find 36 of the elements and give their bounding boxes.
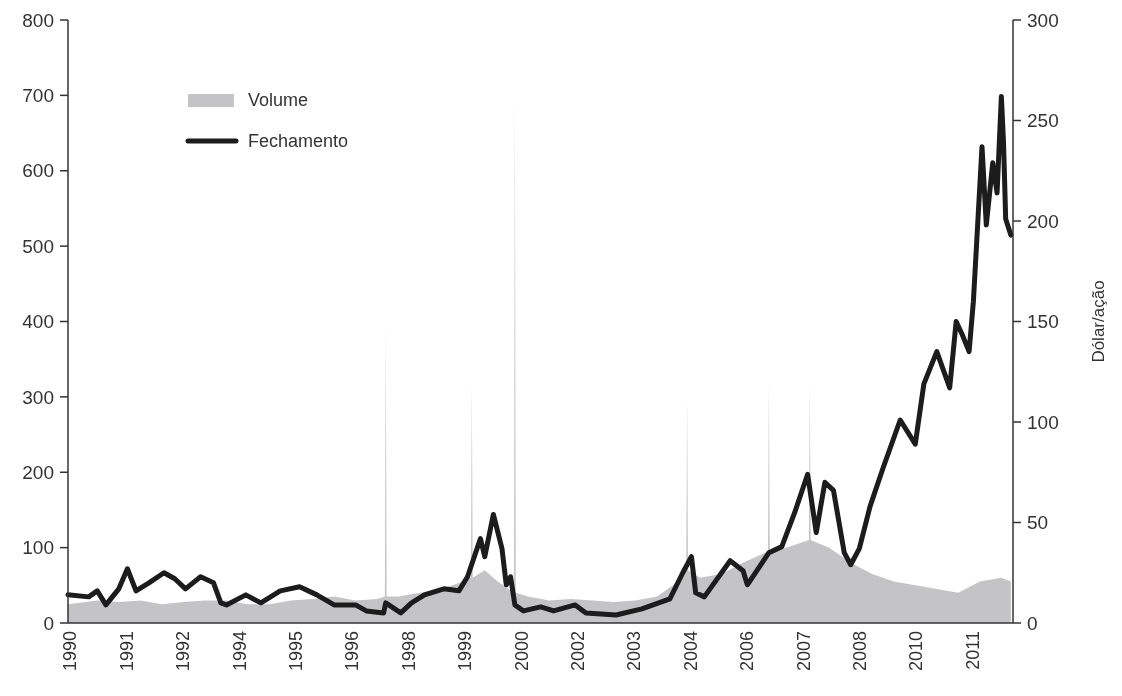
y-tick-label: 400 [22,311,54,333]
x-tick-label: 1992 [173,631,194,672]
x-tick-label: 2006 [737,631,758,672]
x-tick-label: 1999 [455,631,476,672]
x-tick-label: 1995 [286,631,307,672]
y-tick-label: 100 [22,537,54,559]
y-tick-label: 500 [22,235,54,257]
legend-label: Fechamento [248,131,349,152]
y-tick-label: 300 [22,386,54,408]
y2-tick-label: 200 [1027,210,1059,232]
x-tick-label: 2008 [850,631,871,672]
x-tick-label: 1996 [342,631,363,672]
x-tick-label: 1990 [60,631,81,672]
y2-tick-label: 150 [1027,311,1059,333]
x-tick-label: 1991 [116,631,137,672]
y2-tick-label: 0 [1027,612,1038,634]
y2-tick-label: 50 [1027,512,1049,534]
y2-tick-label: 100 [1027,411,1059,433]
legend-label: Volume [248,90,309,111]
x-tick-label: 2010 [906,631,927,672]
x-tick-label: 1998 [398,631,419,672]
x-tick-label: 2007 [793,631,814,672]
x-tick-label: 2002 [568,631,589,672]
y-tick-label: 200 [22,461,54,483]
x-tick-label: 2011 [962,631,983,670]
y-tick-label: 800 [22,9,54,31]
y-tick-label: 600 [22,160,54,182]
x-tick-label: 1994 [229,631,250,672]
y2-axis-title: Dólar/ação [1089,280,1108,363]
y2-tick-label: 250 [1027,110,1059,132]
x-tick-label: 2003 [624,631,645,672]
x-tick-label: 2000 [511,631,532,672]
x-tick-label: 2004 [680,631,701,672]
y-tick-label: 0 [43,612,54,634]
y2-tick-label: 300 [1027,9,1059,31]
y-tick-label: 700 [22,85,54,107]
